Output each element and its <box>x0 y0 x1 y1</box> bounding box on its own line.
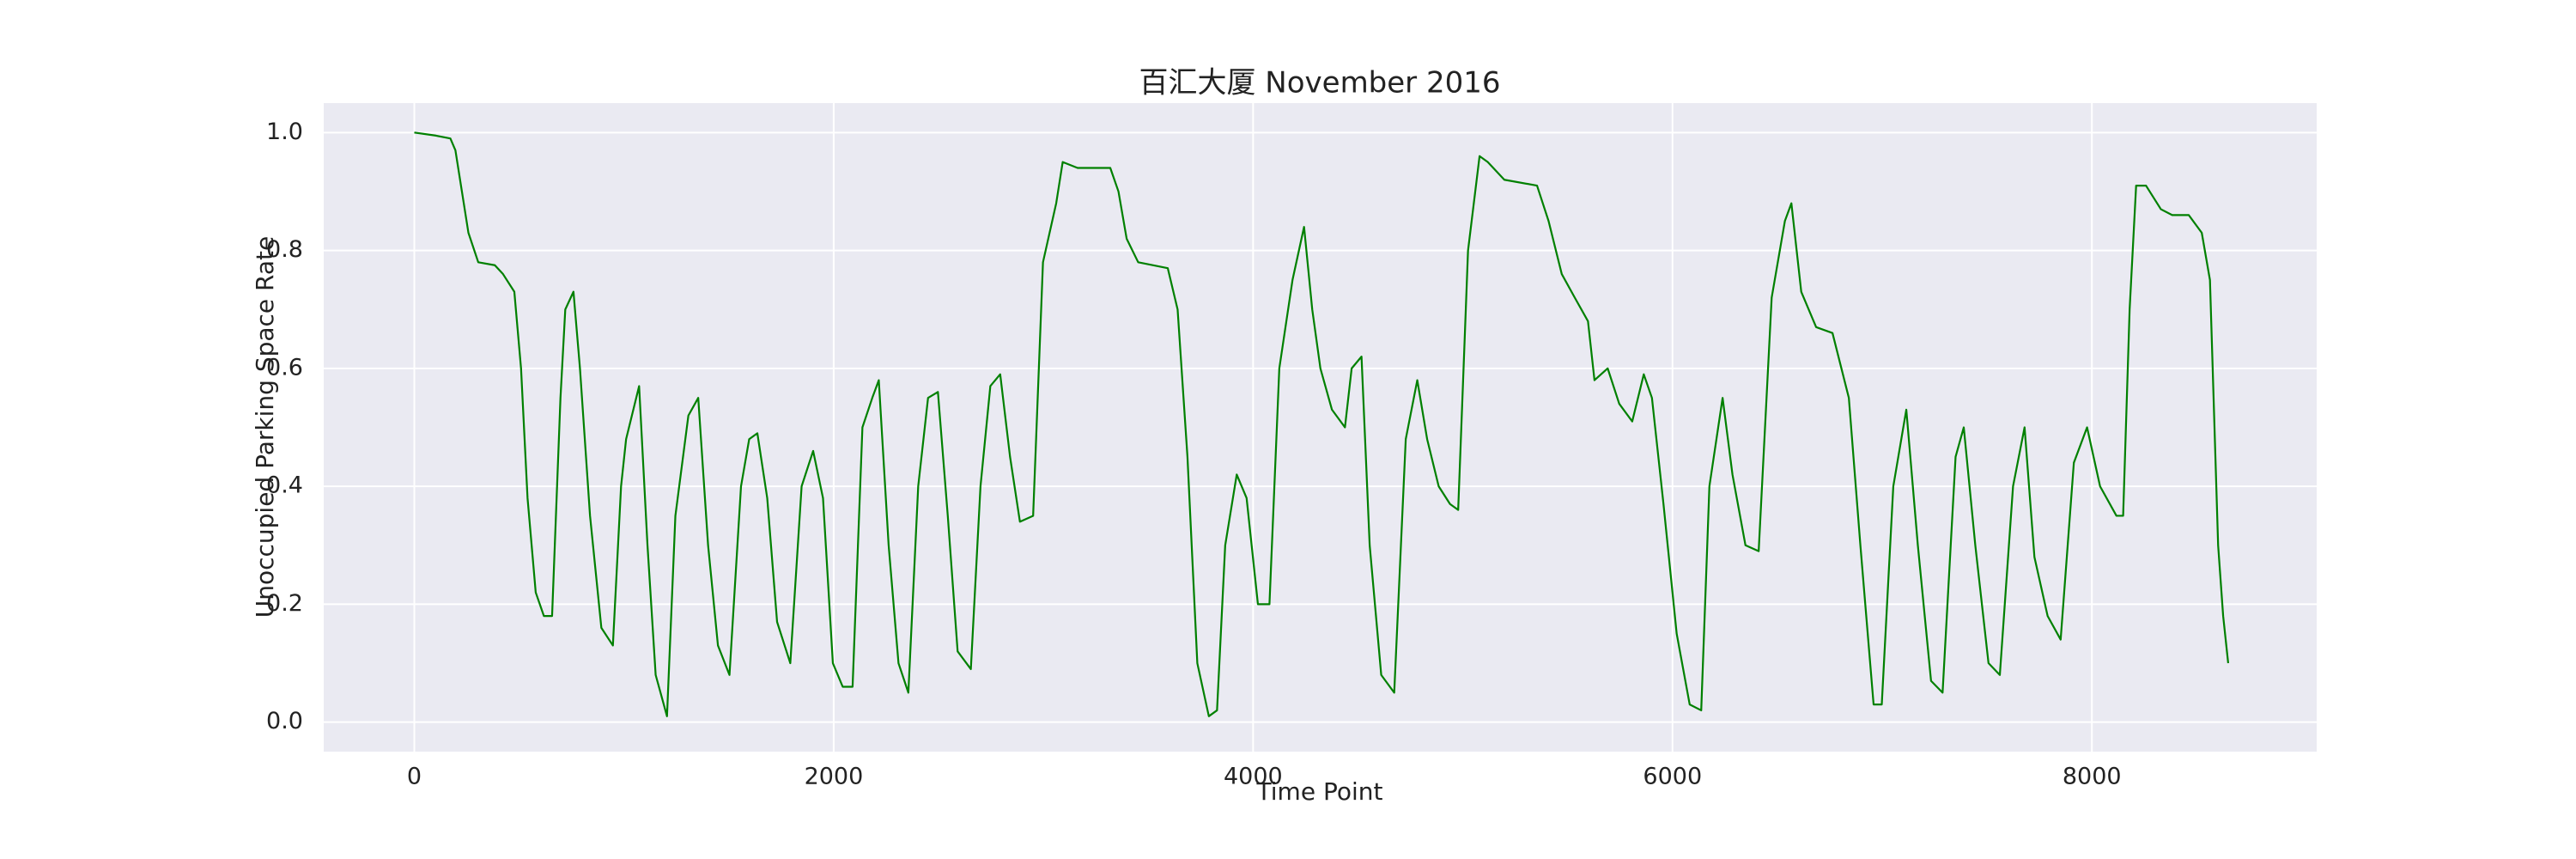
y-tick-label: 0.0 <box>266 708 303 734</box>
x-tick-label: 0 <box>407 764 422 790</box>
plot-area <box>324 103 2317 752</box>
chart-title: 百汇大厦 November 2016 <box>1139 66 1500 101</box>
x-axis-label: Time Point <box>1256 777 1383 806</box>
y-axis-label: Unoccupied Parking Space Rate <box>251 236 279 618</box>
y-tick-label: 1.0 <box>266 119 303 145</box>
y-tick-label: 0.6 <box>266 354 303 381</box>
x-tick-label: 4000 <box>1224 764 1283 790</box>
x-tick-label: 8000 <box>2063 764 2122 790</box>
y-tick-label: 0.8 <box>266 236 303 263</box>
y-tick-label: 0.4 <box>266 472 303 499</box>
data-line <box>414 131 2230 717</box>
x-tick-label: 6000 <box>1643 764 1702 790</box>
x-tick-label: 2000 <box>805 764 864 790</box>
y-tick-label: 0.2 <box>266 590 303 617</box>
